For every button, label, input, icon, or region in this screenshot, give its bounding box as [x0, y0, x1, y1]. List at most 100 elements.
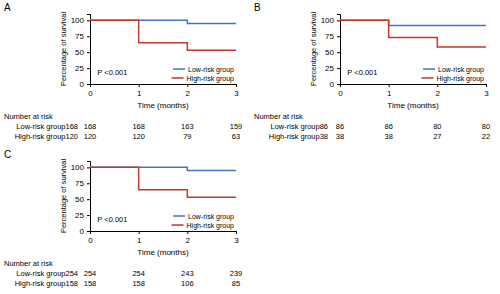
tick: 100 — [321, 16, 340, 25]
at-risk-value: 27 — [433, 132, 441, 141]
legend-swatch — [173, 68, 185, 70]
at-risk-value: 80 — [482, 122, 490, 131]
tick-label: 2 — [186, 89, 191, 98]
tick-mark — [139, 84, 140, 87]
at-risk-value: 158 — [84, 279, 97, 288]
tick: 25 — [75, 64, 90, 73]
tick-mark — [187, 231, 188, 234]
plot-area — [90, 20, 236, 50]
tick: 75 — [75, 32, 90, 41]
tick-label: 0 — [88, 236, 93, 245]
tick-label: 1 — [137, 89, 142, 98]
tick-mark — [337, 20, 340, 21]
at-risk-value: 254 — [132, 269, 145, 278]
panel: 01230255075100Time (months)Percentage of… — [4, 2, 242, 141]
tick: 1 — [137, 84, 142, 98]
legend: Low-risk groupHigh-risk group — [172, 213, 235, 230]
at-risk-value: 106 — [181, 279, 194, 288]
panel-label: C — [4, 149, 11, 160]
at-risk-value: 80 — [433, 122, 441, 131]
tick-mark — [389, 84, 390, 87]
tick-label: 1 — [137, 236, 142, 245]
tick-mark — [87, 20, 90, 21]
at-risk-value: 85 — [232, 279, 240, 288]
x-axis: 0 1 2 3 — [88, 84, 239, 98]
at-risk-table: Number at riskLow-risk group254254254243… — [4, 259, 242, 288]
tick: 100 — [71, 16, 90, 25]
tick: 2 — [436, 84, 441, 98]
tick-mark — [87, 36, 90, 37]
tick-mark — [337, 36, 340, 37]
at-risk-value: 159 — [230, 122, 243, 131]
tick: 0 — [88, 84, 93, 98]
at-risk-value: 243 — [181, 269, 194, 278]
legend-label: High-risk group — [187, 222, 235, 230]
plot-area — [90, 167, 236, 197]
tick-label: 0 — [80, 80, 85, 89]
at-risk-value: 168 — [84, 122, 97, 131]
at-risk-row-label: High-risk group120 — [15, 132, 78, 141]
survival-curve — [340, 20, 486, 47]
panel: 01230255075100Time (months)Percentage of… — [254, 2, 490, 141]
x-axis-title: Time (months) — [137, 248, 189, 257]
tick: 75 — [325, 32, 340, 41]
x-axis: 0123 — [338, 84, 489, 98]
at-risk-value: 86 — [336, 122, 344, 131]
panel-label: A — [4, 2, 11, 13]
tick-label: 3 — [234, 89, 239, 98]
tick-mark — [337, 68, 340, 69]
axis-line — [87, 15, 91, 85]
tick-label: 25 — [75, 64, 84, 73]
legend-item: Low-risk group — [173, 66, 234, 74]
at-risk-table: Number at riskLow-risk group8686868080Hi… — [254, 112, 490, 141]
tick: 2 — [186, 231, 191, 245]
x-axis-title: Time (months) — [387, 101, 439, 110]
tick-mark — [337, 84, 340, 85]
tick: 0 — [330, 80, 340, 89]
at-risk-title: Number at risk — [254, 112, 303, 121]
tick: 25 — [75, 211, 90, 220]
legend-item: High-risk group — [422, 75, 485, 83]
at-risk-value: 120 — [132, 132, 145, 141]
tick: 0 — [88, 231, 93, 245]
y-axis: 0255075100 — [71, 15, 91, 90]
tick-mark — [187, 84, 188, 87]
legend-label: Low-risk group — [438, 66, 484, 74]
at-risk-value: 120 — [84, 132, 97, 141]
axis-line — [87, 162, 91, 232]
x-axis: 0 1 2 3 — [88, 231, 239, 245]
at-risk-row-label: High-risk group38 — [269, 132, 328, 141]
at-risk-table: Number at riskLow-risk group168168168163… — [4, 112, 242, 141]
annotation: P <0.001 — [97, 215, 127, 224]
panel-label: B — [254, 2, 261, 13]
tick-mark — [236, 231, 237, 234]
tick-mark — [139, 231, 140, 234]
tick-mark — [236, 84, 237, 87]
at-risk-value: 239 — [230, 269, 243, 278]
at-risk-value: 158 — [132, 279, 145, 288]
tick-mark — [87, 215, 90, 216]
tick-mark — [87, 167, 90, 168]
plot-area — [340, 20, 486, 47]
tick-mark — [337, 52, 340, 53]
axis-line — [91, 232, 237, 235]
tick-mark — [87, 68, 90, 69]
legend-label: Low-risk group — [188, 66, 234, 74]
tick-mark — [486, 84, 487, 87]
tick-label: 0 — [88, 89, 93, 98]
tick: 0 — [80, 80, 90, 89]
tick-mark — [87, 183, 90, 184]
panel: 01230255075100Time (months)Percentage of… — [4, 149, 242, 288]
legend-label: Low-risk group — [188, 213, 234, 221]
annotation: P <0.001 — [97, 68, 127, 77]
axis-line — [91, 85, 237, 88]
tick: 1 — [387, 84, 392, 98]
tick-label: 100 — [71, 163, 85, 172]
tick: 3 — [234, 231, 239, 245]
tick-label: 25 — [75, 211, 84, 220]
tick: 100 — [71, 163, 90, 172]
legend: Low-risk groupHigh-risk group — [422, 66, 485, 83]
y-axis: 0255075100 — [71, 162, 91, 237]
tick-label: 0 — [80, 227, 85, 236]
tick-label: 75 — [75, 179, 84, 188]
